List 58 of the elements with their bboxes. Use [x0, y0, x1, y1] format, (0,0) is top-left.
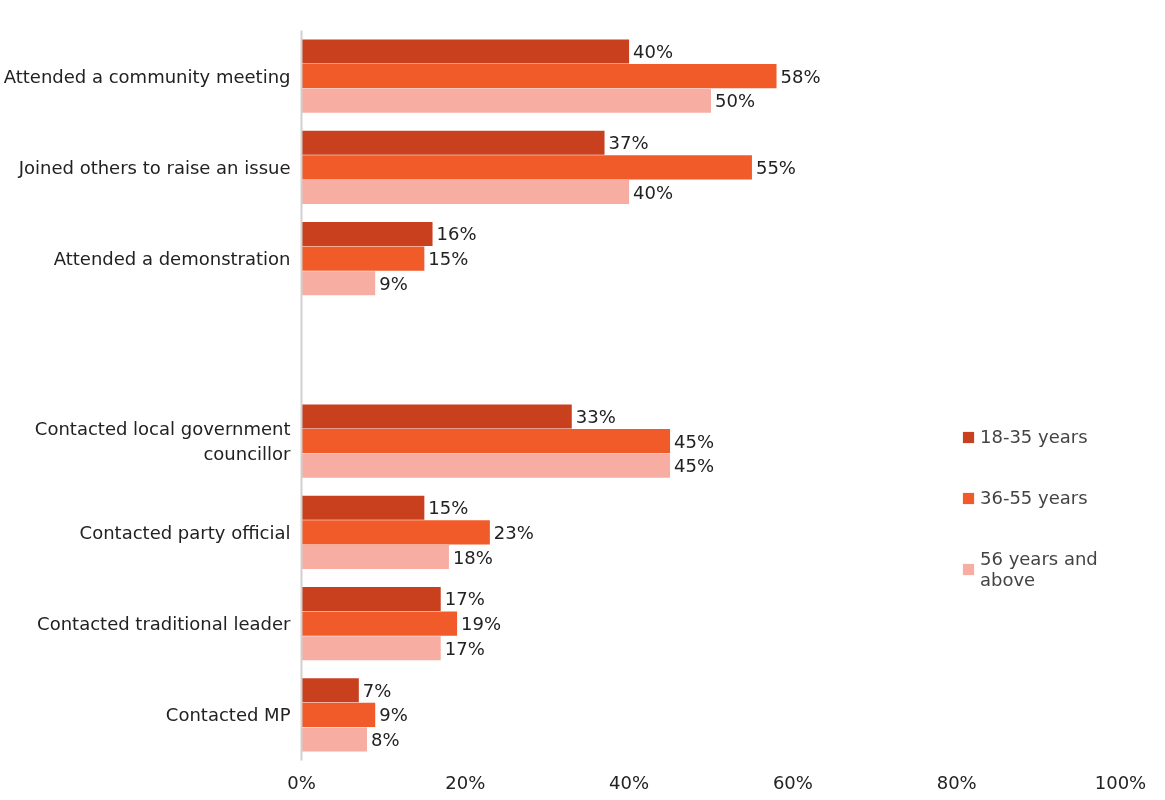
bar [301, 586, 441, 612]
y-tick-label: Joined others to raise an issue [17, 156, 291, 178]
data-label: 16% [436, 223, 477, 245]
bar [301, 155, 752, 180]
legend-label: 36-55 years [980, 487, 1088, 508]
x-tick-label: 0% [287, 771, 316, 793]
x-tick-label: 80% [936, 771, 977, 793]
x-tick-label: 100% [1094, 771, 1147, 793]
data-label: 40% [633, 181, 674, 203]
y-tick-label: Contacted party official [79, 521, 291, 543]
data-label: 15% [428, 248, 469, 270]
data-label: 55% [755, 156, 796, 178]
data-label: 7% [362, 679, 392, 701]
legend-label: 56 years and above [980, 548, 1098, 590]
y-tick-label: Contacted local government councillor [34, 418, 292, 465]
data-label: 9% [379, 704, 408, 726]
bar [301, 520, 490, 545]
bar [301, 727, 368, 752]
bar [301, 611, 458, 636]
bar [301, 88, 711, 113]
bar [301, 544, 449, 570]
bar [301, 179, 630, 205]
data-label: 23% [493, 521, 534, 543]
data-label: 45% [674, 455, 715, 477]
data-label: 15% [428, 497, 469, 519]
bar [301, 39, 630, 64]
x-tick-label: 40% [609, 771, 650, 793]
bar [301, 429, 671, 454]
data-label: 50% [715, 90, 756, 112]
bar [301, 130, 605, 155]
data-label: 45% [674, 430, 715, 452]
data-label: 37% [608, 132, 649, 154]
legend-label: 18-35 years [980, 426, 1088, 447]
data-label: 18% [452, 546, 493, 568]
bar [301, 453, 671, 478]
data-label: 17% [444, 637, 485, 659]
data-label: 8% [371, 729, 400, 751]
data-label: 19% [461, 613, 502, 635]
y-tick-label: Attended a demonstration [53, 248, 291, 270]
data-label: 58% [780, 65, 821, 87]
bar [301, 246, 425, 271]
bar [301, 404, 572, 429]
data-label: 33% [575, 405, 616, 427]
bar [301, 64, 777, 89]
bar [301, 495, 425, 520]
bar [301, 271, 376, 296]
bar [301, 678, 359, 703]
data-label: 9% [379, 272, 408, 294]
bar [301, 221, 433, 247]
bar [301, 636, 441, 661]
bar [301, 702, 376, 727]
y-tick-label: Contacted MP [165, 704, 291, 726]
x-tick-label: 20% [445, 771, 486, 793]
y-tick-label: Contacted traditional leader [37, 613, 292, 635]
x-tick-label: 60% [772, 771, 813, 793]
y-tick-label: Attended a community meeting [3, 65, 291, 87]
data-label: 17% [444, 588, 485, 610]
data-label: 40% [633, 40, 674, 62]
